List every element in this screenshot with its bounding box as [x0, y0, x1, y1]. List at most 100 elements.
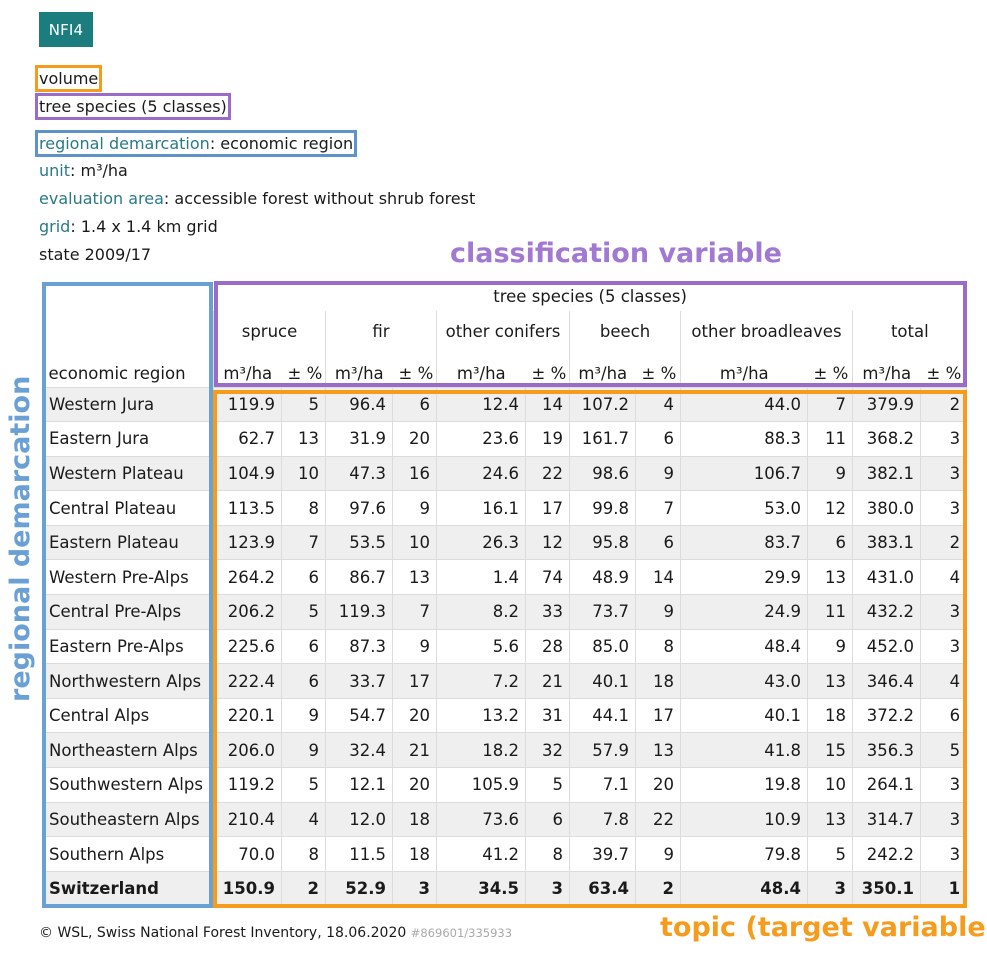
evaluation-area-line: evaluation area: accessible forest witho… — [39, 189, 476, 208]
error-cell: 5 — [281, 594, 326, 630]
volume-cell: 87.3 — [325, 628, 393, 665]
volume-cell: 5.6 — [436, 628, 526, 665]
volume-cell: 70.0 — [213, 836, 282, 872]
topic-line: volume — [34, 65, 103, 92]
error-cell: 3 — [919, 455, 968, 492]
regional-demarcation-line: regional demarcation: economic region — [34, 130, 358, 157]
corner-cell — [43, 282, 214, 311]
volume-cell: 96.4 — [325, 386, 393, 423]
volume-cell: 33.7 — [325, 663, 393, 699]
error-cell: 2 — [281, 870, 326, 907]
error-cell: 21 — [525, 663, 570, 699]
volume-cell: 31.9 — [325, 421, 393, 457]
table-row: Central Alps 220.1 9 54.7 20 13.2 31 44.1 17 40.1… — [42, 697, 968, 734]
volume-cell: 104.9 — [213, 455, 282, 492]
error-header: ± % — [641, 363, 677, 383]
error-cell: 3 — [919, 421, 968, 457]
error-cell: 9 — [281, 697, 326, 734]
grid-value: 1.4 x 1.4 km grid — [80, 217, 218, 236]
volume-cell: 264.1 — [852, 767, 921, 803]
grid-line: grid: 1.4 x 1.4 km grid — [39, 217, 218, 236]
volume-cell: 113.5 — [213, 490, 282, 526]
volume-cell: 314.7 — [852, 801, 921, 838]
table-row: Central Plateau 113.5 8 97.6 9 16.1 17 99.8 7 53.… — [42, 490, 968, 526]
error-cell: 12 — [807, 490, 853, 526]
error-cell: 6 — [919, 697, 968, 734]
volume-cell: 23.6 — [436, 421, 526, 457]
volume-cell: 220.1 — [213, 697, 282, 734]
volume-cell: 52.9 — [325, 870, 393, 907]
volume-cell: 44.0 — [680, 386, 808, 423]
regional-demarcation-box: regional demarcation: economic region — [34, 130, 358, 157]
error-cell: 7 — [281, 524, 326, 561]
error-cell: 17 — [635, 697, 681, 734]
error-cell: 6 — [281, 663, 326, 699]
volume-cell: 12.4 — [436, 386, 526, 423]
volume-cell: 41.8 — [680, 732, 808, 769]
topic-value: volume — [34, 65, 103, 92]
table-row: Southern Alps 70.0 8 11.5 18 41.2 8 39.7 9 79.8 5 2… — [42, 836, 968, 872]
error-cell: 12 — [525, 524, 570, 561]
error-cell: 1 — [919, 870, 968, 907]
error-cell: 14 — [635, 559, 681, 596]
volume-cell: 119.2 — [213, 767, 282, 803]
error-cell: 13 — [807, 801, 853, 838]
error-cell: 7 — [635, 490, 681, 526]
volume-cell: 210.4 — [213, 801, 282, 838]
error-cell: 28 — [525, 628, 570, 665]
unit-header: m³/ha — [852, 351, 921, 387]
error-cell: 22 — [525, 455, 570, 492]
table-row: Eastern Plateau 123.9 7 53.5 10 26.3 12 95.8 6 83… — [42, 524, 968, 561]
error-cell: 74 — [525, 559, 570, 596]
volume-cell: 356.3 — [852, 732, 921, 769]
volume-cell: 41.2 — [436, 836, 526, 872]
error-cell: 2 — [635, 870, 681, 907]
volume-cell: 85.0 — [569, 628, 636, 665]
error-cell: 3 — [919, 836, 968, 872]
error-cell: 9 — [635, 836, 681, 872]
volume-cell: 83.7 — [680, 524, 808, 561]
table-row: Northwestern Alps 222.4 6 33.7 17 7.2 21 40.1 18… — [42, 663, 968, 699]
group-header-beech: beech — [569, 311, 681, 351]
topic-target-label: topic (target variable) — [660, 912, 987, 943]
group-header-total: total — [851, 311, 967, 351]
volume-cell: 242.2 — [852, 836, 921, 872]
volume-cell: 8.2 — [436, 594, 526, 630]
region-name: Central Alps — [42, 697, 214, 734]
classification-line: tree species (5 classes) — [35, 93, 231, 120]
volume-cell: 119.9 — [213, 386, 282, 423]
error-cell: 19 — [525, 421, 570, 457]
volume-cell: 12.1 — [325, 767, 393, 803]
error-cell: 3 — [807, 870, 853, 907]
table-row: Western Plateau 104.9 10 47.3 16 24.6 22 98.6 9 1… — [42, 455, 968, 492]
error-cell: 18 — [392, 836, 437, 872]
volume-cell: 95.8 — [569, 524, 636, 561]
error-cell: 3 — [525, 870, 570, 907]
volume-cell: 12.0 — [325, 801, 393, 838]
evaluation-area-key: evaluation area — [39, 189, 164, 208]
error-cell: 2 — [919, 524, 968, 561]
error-cell: 7 — [392, 594, 437, 630]
region-name: Eastern Pre-Alps — [42, 628, 214, 665]
volume-cell: 107.2 — [569, 386, 636, 423]
volume-cell: 161.7 — [569, 421, 636, 457]
error-cell: 16 — [392, 455, 437, 492]
table-row: Northeastern Alps 206.0 9 32.4 21 18.2 32 57.9 1… — [42, 732, 968, 769]
error-cell: 20 — [392, 697, 437, 734]
volume-cell: 86.7 — [325, 559, 393, 596]
error-cell: 18 — [807, 697, 853, 734]
error-cell: 13 — [807, 663, 853, 699]
region-name: Eastern Jura — [42, 421, 214, 457]
volume-cell: 7.1 — [569, 767, 636, 803]
table-row: Western Pre-Alps 264.2 6 86.7 13 1.4 74 48.9 14 2… — [42, 559, 968, 596]
error-header: ± % — [531, 363, 567, 383]
unit-header: m³/ha — [213, 351, 282, 387]
volume-cell: 63.4 — [569, 870, 636, 907]
volume-cell: 34.5 — [436, 870, 526, 907]
error-cell: 3 — [919, 490, 968, 526]
volume-cell: 53.5 — [325, 524, 393, 561]
error-cell: 9 — [635, 594, 681, 630]
error-cell: 13 — [635, 732, 681, 769]
error-cell: 10 — [281, 455, 326, 492]
error-header: ± % — [813, 363, 849, 383]
